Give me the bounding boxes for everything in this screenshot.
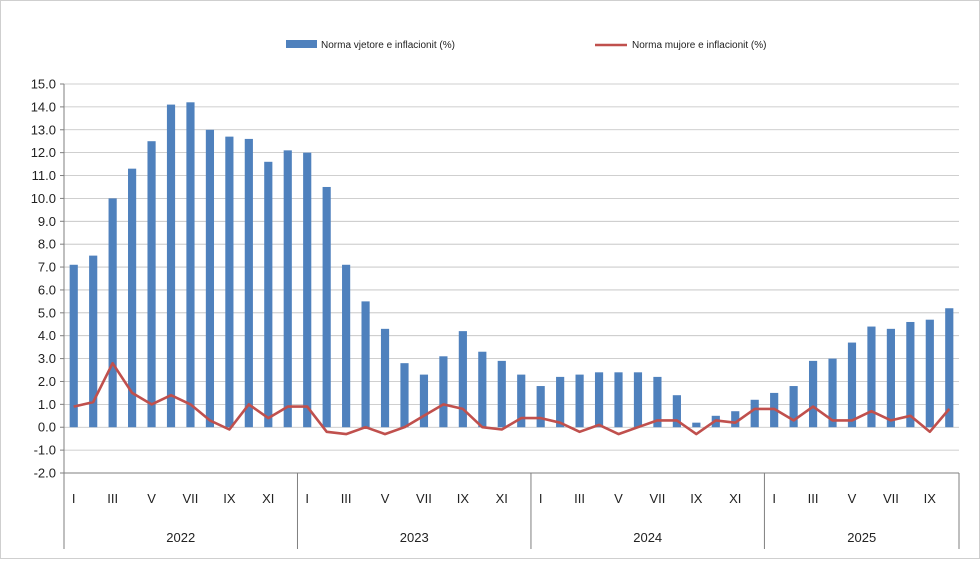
bar <box>809 361 817 427</box>
x-month-label: I <box>72 491 76 506</box>
bar <box>887 329 895 427</box>
y-tick-label: 1.0 <box>38 397 56 412</box>
line-path <box>74 363 950 434</box>
x-year-label: 2024 <box>633 530 662 545</box>
y-tick-label: -1.0 <box>34 443 56 458</box>
y-tick-label: 0.0 <box>38 420 56 435</box>
x-month-label: III <box>341 491 352 506</box>
legend-line-label: Norma mujore e inflacionit (%) <box>632 40 767 51</box>
x-year-label: 2022 <box>166 530 195 545</box>
x-month-label: III <box>574 491 585 506</box>
legend: Norma vjetore e inflacionit (%) Norma mu… <box>286 40 767 51</box>
bar <box>361 301 369 427</box>
bar <box>109 198 117 427</box>
x-month-label: XI <box>262 491 274 506</box>
legend-bar-swatch <box>286 40 317 48</box>
bar <box>186 102 194 427</box>
legend-bar-label: Norma vjetore e inflacionit (%) <box>321 40 455 51</box>
bar <box>167 105 175 428</box>
y-tick-label: 2.0 <box>38 374 56 389</box>
x-month-label: III <box>107 491 118 506</box>
x-month-label: VII <box>649 491 665 506</box>
y-tick-label: 14.0 <box>31 99 56 114</box>
y-tick-label: 3.0 <box>38 351 56 366</box>
y-tick-label: 13.0 <box>31 122 56 137</box>
x-month-label: V <box>147 491 156 506</box>
x-month-label: V <box>614 491 623 506</box>
bar <box>70 265 78 427</box>
x-month-label: IX <box>924 491 937 506</box>
bar <box>284 150 292 427</box>
bar <box>323 187 331 427</box>
y-tick-label: 6.0 <box>38 282 56 297</box>
bar <box>906 322 914 427</box>
bar <box>848 343 856 428</box>
x-month-label: XI <box>729 491 741 506</box>
x-year-label: 2023 <box>400 530 429 545</box>
bar <box>634 372 642 427</box>
bar <box>595 372 603 427</box>
y-axis-ticks: 15.0 14.0 13.0 12.0 11.0 10.0 9.0 8.0 7.0 6.0 5.0 4… <box>31 77 64 481</box>
x-month-label: III <box>808 491 819 506</box>
x-month-label: XI <box>496 491 508 506</box>
x-month-label: VII <box>416 491 432 506</box>
bar <box>303 153 311 428</box>
x-month-label: VII <box>883 491 899 506</box>
y-tick-label: 10.0 <box>31 191 56 206</box>
x-month-label: I <box>539 491 543 506</box>
bar <box>400 363 408 427</box>
bar-series <box>70 102 954 427</box>
y-tick-label: 9.0 <box>38 214 56 229</box>
bar <box>614 372 622 427</box>
bar <box>420 375 428 428</box>
y-tick-label: 5.0 <box>38 305 56 320</box>
x-year-label: 2025 <box>847 530 876 545</box>
bar <box>478 352 486 428</box>
y-tick-label: 11.0 <box>32 168 56 183</box>
y-tick-label: 7.0 <box>38 260 56 275</box>
x-month-label: V <box>381 491 390 506</box>
x-month-label: IX <box>690 491 703 506</box>
bar <box>498 361 506 427</box>
bar <box>264 162 272 427</box>
y-tick-label: 4.0 <box>38 328 56 343</box>
x-month-label: IX <box>223 491 236 506</box>
bar <box>381 329 389 427</box>
x-month-label: V <box>848 491 857 506</box>
bar <box>225 137 233 428</box>
bar <box>576 375 584 428</box>
bar <box>692 423 700 428</box>
y-tick-label: -2.0 <box>34 466 56 481</box>
bar <box>342 265 350 427</box>
bar <box>926 320 934 428</box>
bar <box>751 400 759 427</box>
bar <box>439 356 447 427</box>
x-month-label: I <box>772 491 776 506</box>
bar <box>147 141 155 427</box>
x-month-label: I <box>305 491 309 506</box>
bar <box>245 139 253 427</box>
x-month-label: VII <box>183 491 199 506</box>
y-tick-label: 8.0 <box>38 237 56 252</box>
y-tick-label: 12.0 <box>31 145 56 160</box>
bar <box>206 130 214 427</box>
bar <box>537 386 545 427</box>
x-month-label: IX <box>457 491 470 506</box>
bar <box>556 377 564 427</box>
y-tick-label: 15.0 <box>31 77 56 92</box>
line-series <box>74 363 950 434</box>
